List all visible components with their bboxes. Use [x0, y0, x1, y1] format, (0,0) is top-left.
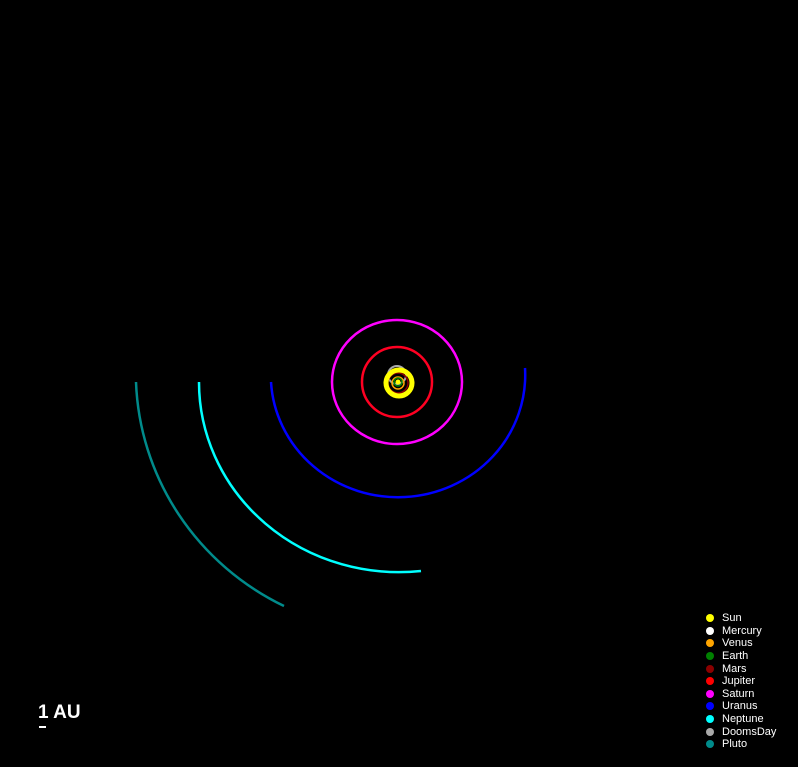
- legend-marker-icon: [706, 626, 714, 635]
- orbit-jupiter: [360, 345, 434, 419]
- sun-body: [395, 379, 401, 385]
- legend-label: DoomsDay: [722, 725, 777, 738]
- legend-marker-icon: [706, 689, 714, 698]
- legend-label: Mercury: [722, 624, 762, 637]
- legend-item-earth: Earth: [706, 650, 776, 663]
- legend-item-mars: Mars: [706, 662, 776, 675]
- legend-item-mercury: Mercury: [706, 625, 776, 638]
- orbit-saturn: [330, 318, 464, 446]
- legend-item-uranus: Uranus: [706, 700, 776, 713]
- legend-marker-icon: [706, 639, 714, 648]
- legend-item-saturn: Saturn: [706, 688, 776, 701]
- legend-item-venus: Venus: [706, 637, 776, 650]
- legend-marker-icon: [706, 740, 714, 749]
- legend-marker-icon: [706, 652, 714, 661]
- legend-marker-icon: [706, 702, 714, 711]
- legend-item-jupiter: Jupiter: [706, 675, 776, 688]
- legend: Sun Mercury Venus Earth Mars Jupiter Saturn Ura…: [706, 612, 776, 751]
- legend-item-doomsday: DoomsDay: [706, 725, 776, 738]
- legend-item-pluto: Pluto: [706, 738, 776, 751]
- legend-marker-icon: [706, 677, 714, 686]
- orbit-neptune: [197, 381, 422, 574]
- legend-label: Saturn: [722, 687, 755, 700]
- legend-item-neptune: Neptune: [706, 713, 776, 726]
- legend-label: Neptune: [722, 713, 764, 726]
- orbit-uranus: [269, 367, 527, 499]
- legend-marker-icon: [706, 614, 714, 623]
- orbit-venus: [391, 376, 405, 390]
- legend-marker-icon: [706, 727, 714, 736]
- orbit-earth: [393, 377, 403, 387]
- legend-label: Sun: [722, 612, 742, 625]
- legend-marker-icon: [706, 715, 714, 724]
- legend-label: Pluto: [722, 738, 748, 751]
- legend-marker-icon: [706, 664, 714, 673]
- legend-label: Venus: [722, 637, 753, 650]
- legend-label: Earth: [722, 650, 749, 663]
- legend-label: Mars: [722, 662, 747, 675]
- legend-label: Uranus: [722, 700, 758, 713]
- orbit-sun-track: [383, 367, 415, 399]
- scale-bar: [39, 726, 46, 728]
- orbit-pluto: [134, 381, 285, 608]
- legend-label: Jupiter: [722, 675, 756, 688]
- scale-label: 1 AU: [38, 702, 81, 723]
- legend-item-sun: Sun: [706, 612, 776, 625]
